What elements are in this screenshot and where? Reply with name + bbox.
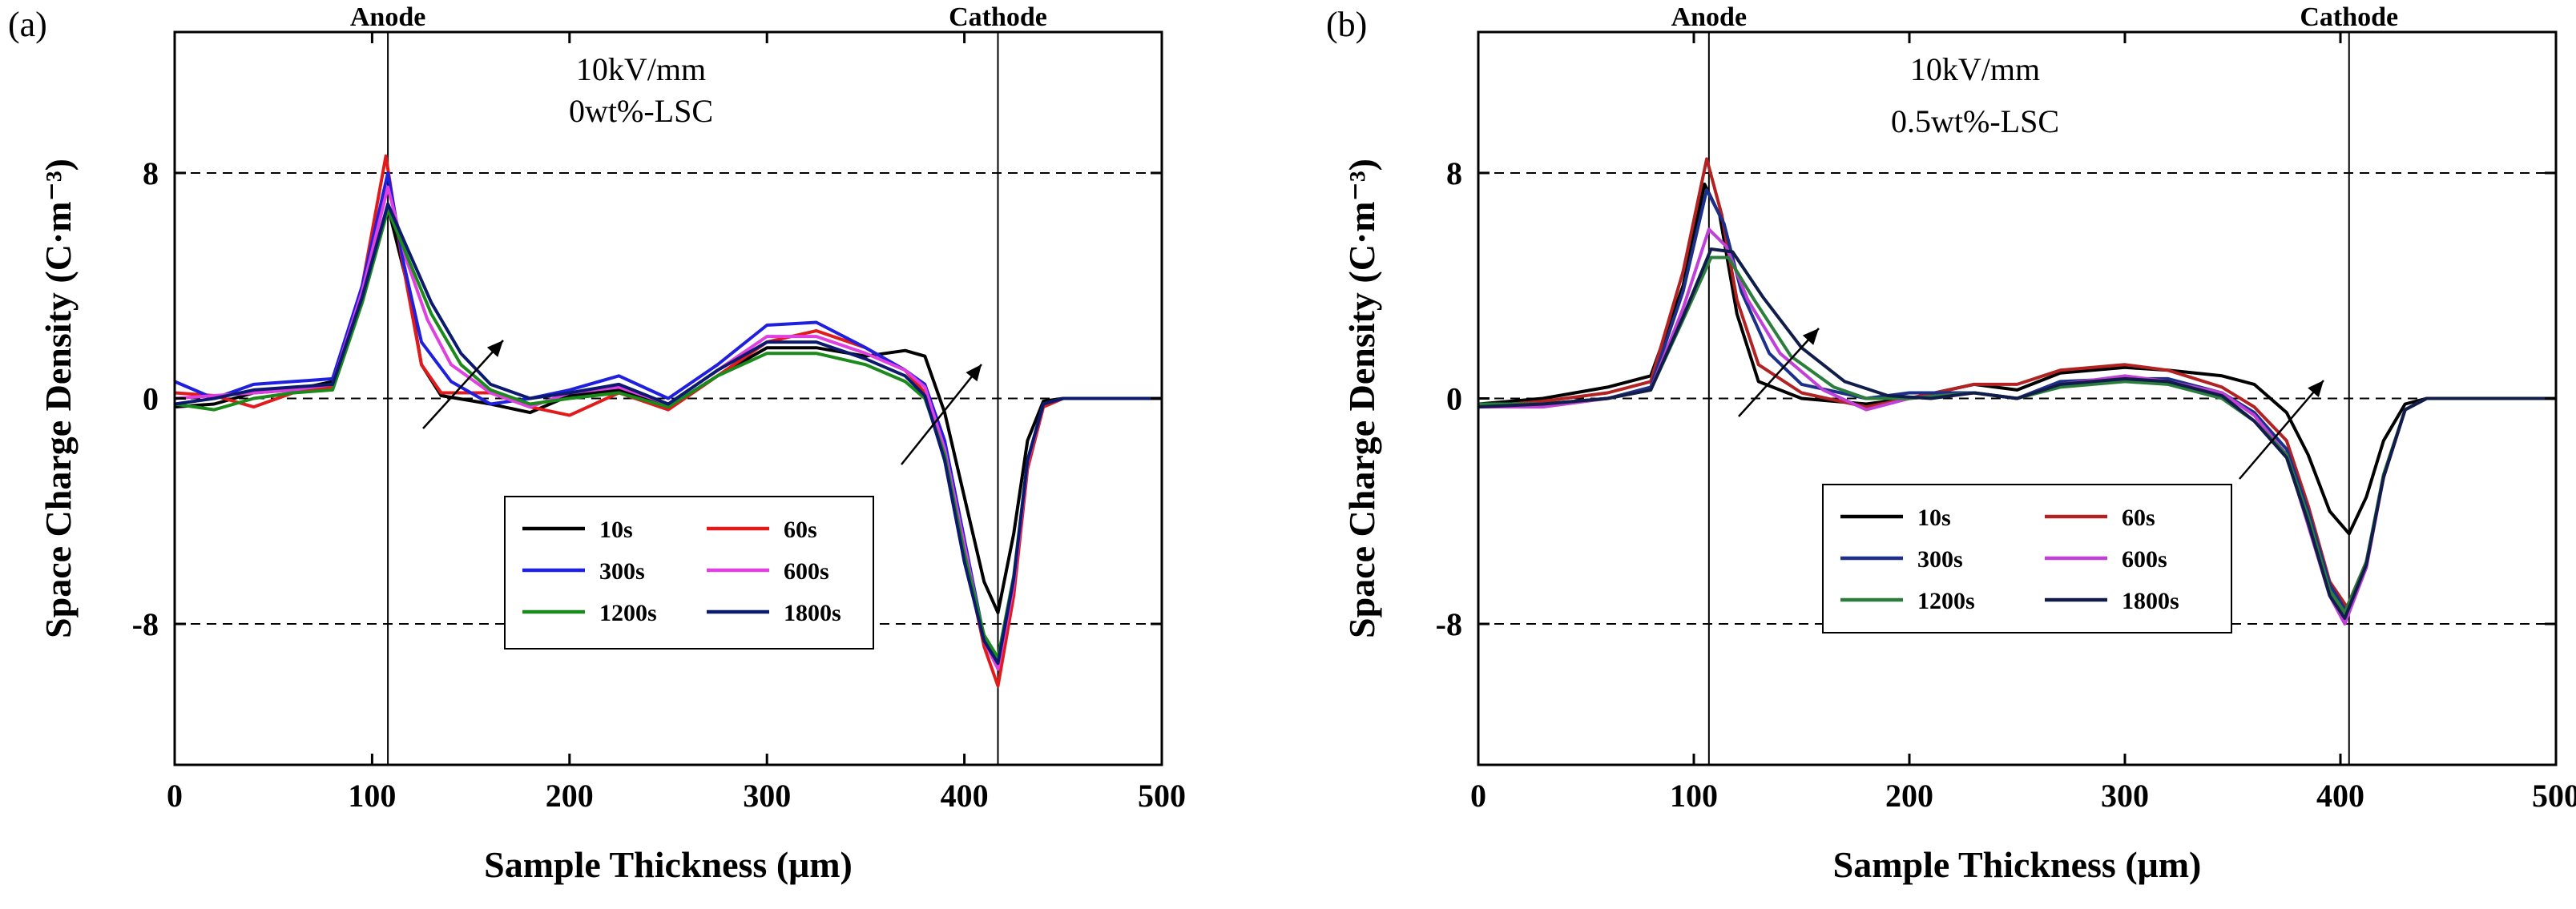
x-axis-title: Sample Thickness (μm) <box>1833 844 2202 885</box>
panel-label: (a) <box>8 5 47 44</box>
legend-label: 1800s <box>784 600 841 626</box>
x-tick-label: 500 <box>1138 778 1186 814</box>
x-tick-label: 400 <box>941 778 989 814</box>
legend-box <box>504 496 874 650</box>
annotation-text: 0wt%-LSC <box>569 93 713 129</box>
x-tick-label: 200 <box>546 778 594 814</box>
legend-label: 60s <box>2122 505 2155 531</box>
chart-panel-b: Anode Cathode 0 100 200 300 400 500 -8 0 8 Sample T… <box>1326 2 2576 885</box>
legend-label: 600s <box>784 558 829 585</box>
y-tick-label: 8 <box>1446 155 1462 191</box>
legend-label: 10s <box>599 517 633 543</box>
x-tick-label: 400 <box>2316 778 2364 814</box>
legend-label: 10s <box>1917 505 1951 531</box>
series-group <box>1478 157 2556 625</box>
electrode-label: Anode <box>350 2 425 32</box>
trend-arrow-line <box>1738 328 1820 417</box>
series-line-10s <box>1478 183 2556 536</box>
x-axis-title: Sample Thickness (μm) <box>484 844 853 885</box>
trend-arrow-head <box>2308 380 2324 398</box>
x-tick-label: 100 <box>348 778 396 814</box>
x-tick-label: 300 <box>743 778 791 814</box>
trend-arrow-line <box>2239 380 2324 480</box>
y-axis-title: Space Charge Density (C·m⁻³) <box>38 159 79 638</box>
panel-label: (b) <box>1326 5 1367 44</box>
legend-label: 300s <box>599 558 645 585</box>
annotation-text: 0.5wt%-LSC <box>1891 103 2059 139</box>
electrode-label: Anode <box>1671 2 1747 32</box>
legend-label: 600s <box>2122 546 2167 573</box>
electrode-label: Cathode <box>2300 2 2398 32</box>
legend-label: 300s <box>1917 546 1963 573</box>
x-tick-label: 200 <box>1885 778 1933 814</box>
annotation-text: 10kV/mm <box>1910 51 2040 87</box>
trend-arrow-line <box>901 364 982 465</box>
annotation-text: 10kV/mm <box>576 51 706 87</box>
series-line-1800s <box>1478 247 2556 620</box>
y-tick-label: -8 <box>1436 606 1462 642</box>
x-tick-label: 0 <box>167 778 183 814</box>
chart-panel-a: Anode Cathode 0 100 200 300 400 500 -8 0 8 Sample T… <box>8 2 1186 885</box>
legend-label: 60s <box>784 517 817 543</box>
x-tick-label: 300 <box>2101 778 2149 814</box>
trend-arrow-head <box>965 364 982 382</box>
x-tick-label: 0 <box>1470 778 1486 814</box>
y-tick-label: 0 <box>1446 381 1462 417</box>
trend-arrow-line <box>422 340 504 429</box>
y-axis-title: Space Charge Density (C·m⁻³) <box>1341 159 1382 638</box>
y-tick-label: -8 <box>132 606 159 642</box>
electrode-label: Cathode <box>949 2 1047 32</box>
x-tick-label: 100 <box>1670 778 1718 814</box>
y-tick-label: 0 <box>143 381 159 417</box>
legend-label: 1200s <box>599 600 657 626</box>
series-line-1800s <box>175 202 1162 666</box>
trend-arrow-head <box>486 340 503 357</box>
y-tick-label: 8 <box>143 155 159 191</box>
series-group <box>175 154 1162 688</box>
legend-label: 1200s <box>1917 588 1975 614</box>
legend-label: 1800s <box>2122 588 2179 614</box>
x-tick-label: 500 <box>2532 778 2576 814</box>
trend-arrow-head <box>1802 328 1819 345</box>
